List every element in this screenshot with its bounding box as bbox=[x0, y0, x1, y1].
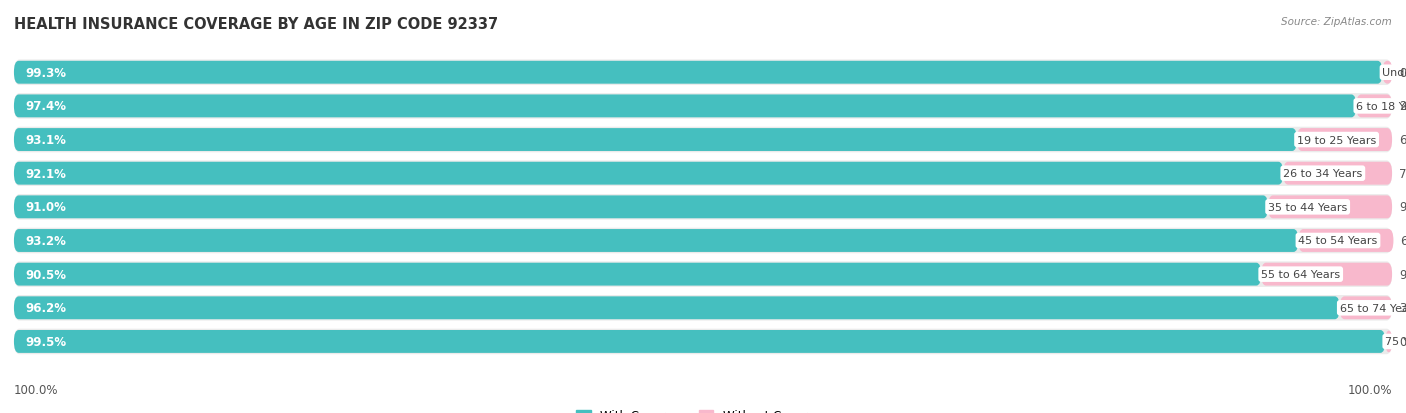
FancyBboxPatch shape bbox=[14, 60, 1392, 86]
Text: 65 to 74 Years: 65 to 74 Years bbox=[1340, 303, 1406, 313]
Text: 19 to 25 Years: 19 to 25 Years bbox=[1296, 135, 1376, 145]
FancyBboxPatch shape bbox=[14, 196, 1268, 219]
Text: 26 to 34 Years: 26 to 34 Years bbox=[1284, 169, 1362, 179]
Text: 45 to 54 Years: 45 to 54 Years bbox=[1298, 236, 1378, 246]
FancyBboxPatch shape bbox=[1357, 95, 1392, 118]
Text: HEALTH INSURANCE COVERAGE BY AGE IN ZIP CODE 92337: HEALTH INSURANCE COVERAGE BY AGE IN ZIP … bbox=[14, 17, 498, 31]
FancyBboxPatch shape bbox=[14, 329, 1392, 354]
Text: 6.9%: 6.9% bbox=[1400, 235, 1406, 247]
Text: 100.0%: 100.0% bbox=[1347, 384, 1392, 396]
Text: 99.5%: 99.5% bbox=[25, 335, 66, 348]
Text: 9.5%: 9.5% bbox=[1399, 268, 1406, 281]
Text: 55 to 64 Years: 55 to 64 Years bbox=[1261, 270, 1340, 280]
FancyBboxPatch shape bbox=[14, 295, 1392, 321]
Text: 3.8%: 3.8% bbox=[1399, 301, 1406, 315]
FancyBboxPatch shape bbox=[14, 195, 1392, 220]
FancyBboxPatch shape bbox=[14, 94, 1392, 119]
Text: 96.2%: 96.2% bbox=[25, 301, 66, 315]
Text: 0.52%: 0.52% bbox=[1399, 335, 1406, 348]
FancyBboxPatch shape bbox=[14, 262, 1392, 287]
Text: 6.9%: 6.9% bbox=[1399, 134, 1406, 147]
Text: 97.4%: 97.4% bbox=[25, 100, 66, 113]
FancyBboxPatch shape bbox=[1284, 162, 1392, 185]
FancyBboxPatch shape bbox=[14, 263, 1261, 286]
FancyBboxPatch shape bbox=[14, 162, 1284, 185]
Text: 9.0%: 9.0% bbox=[1399, 201, 1406, 214]
FancyBboxPatch shape bbox=[1298, 230, 1393, 252]
Text: 93.2%: 93.2% bbox=[25, 235, 66, 247]
FancyBboxPatch shape bbox=[14, 128, 1392, 153]
Text: Source: ZipAtlas.com: Source: ZipAtlas.com bbox=[1281, 17, 1392, 26]
Text: 2.6%: 2.6% bbox=[1399, 100, 1406, 113]
FancyBboxPatch shape bbox=[14, 129, 1296, 152]
FancyBboxPatch shape bbox=[14, 297, 1340, 320]
FancyBboxPatch shape bbox=[1296, 129, 1392, 152]
FancyBboxPatch shape bbox=[14, 95, 1357, 118]
Text: 91.0%: 91.0% bbox=[25, 201, 66, 214]
Text: 92.1%: 92.1% bbox=[25, 167, 66, 180]
Text: Under 6 Years: Under 6 Years bbox=[1382, 68, 1406, 78]
Text: 99.3%: 99.3% bbox=[25, 66, 66, 80]
Text: 75 Years and older: 75 Years and older bbox=[1385, 337, 1406, 347]
FancyBboxPatch shape bbox=[1382, 62, 1392, 85]
Legend: With Coverage, Without Coverage: With Coverage, Without Coverage bbox=[572, 404, 834, 413]
FancyBboxPatch shape bbox=[14, 161, 1392, 187]
Text: 6 to 18 Years: 6 to 18 Years bbox=[1357, 102, 1406, 112]
FancyBboxPatch shape bbox=[1340, 297, 1392, 320]
FancyBboxPatch shape bbox=[1385, 330, 1392, 353]
Text: 0.73%: 0.73% bbox=[1399, 66, 1406, 80]
FancyBboxPatch shape bbox=[14, 330, 1385, 353]
FancyBboxPatch shape bbox=[14, 62, 1382, 85]
Text: 93.1%: 93.1% bbox=[25, 134, 66, 147]
FancyBboxPatch shape bbox=[1268, 196, 1392, 219]
FancyBboxPatch shape bbox=[14, 230, 1298, 252]
FancyBboxPatch shape bbox=[14, 228, 1392, 254]
FancyBboxPatch shape bbox=[1261, 263, 1392, 286]
Text: 7.9%: 7.9% bbox=[1399, 167, 1406, 180]
Text: 35 to 44 Years: 35 to 44 Years bbox=[1268, 202, 1347, 212]
Text: 90.5%: 90.5% bbox=[25, 268, 66, 281]
Text: 100.0%: 100.0% bbox=[14, 384, 59, 396]
